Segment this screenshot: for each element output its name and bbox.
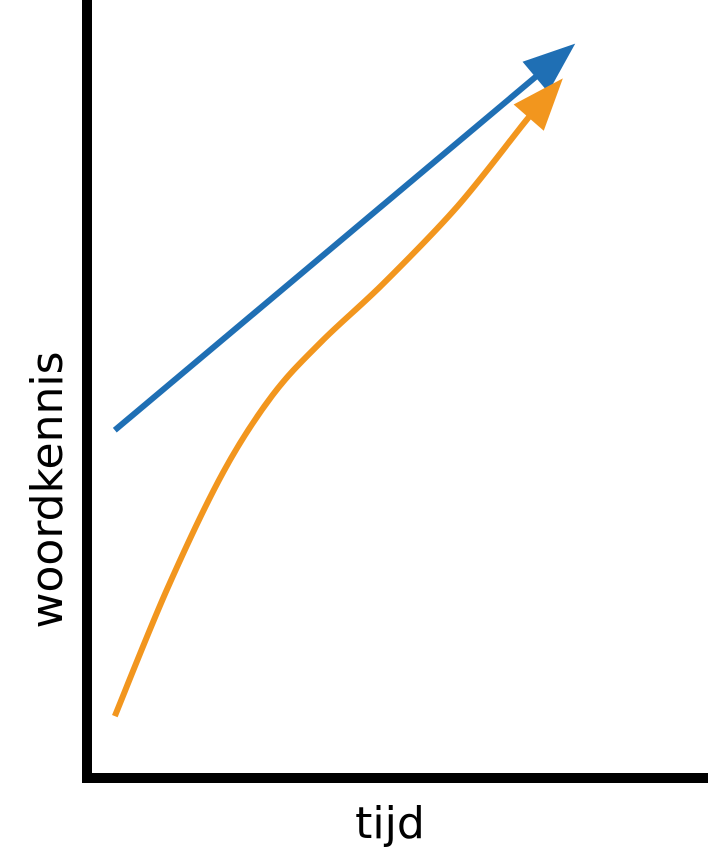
series-layer	[112, 43, 576, 718]
axes	[82, 0, 708, 783]
x-axis-label: tijd	[355, 798, 425, 849]
series-1-arrowhead	[522, 43, 576, 93]
series-2-line	[112, 99, 545, 718]
series-2-arrowhead	[513, 78, 563, 131]
series-1-line	[112, 61, 554, 433]
y-axis-label: woordkennis	[22, 352, 73, 629]
